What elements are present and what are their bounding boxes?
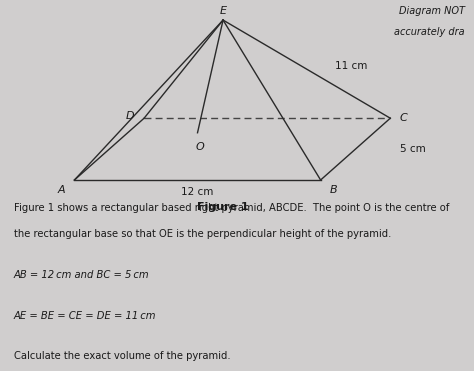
Text: AB = 12 cm and BC = 5 cm: AB = 12 cm and BC = 5 cm — [14, 270, 150, 280]
Text: 11 cm: 11 cm — [335, 60, 367, 70]
Text: the rectangular base so that OE is the perpendicular height of the pyramid.: the rectangular base so that OE is the p… — [14, 230, 392, 239]
Text: Figure 1 shows a rectangular based right pyramid, ABCDE.  The point O is the cen: Figure 1 shows a rectangular based right… — [14, 203, 449, 213]
Text: B: B — [330, 186, 337, 196]
Text: 12 cm: 12 cm — [182, 187, 214, 197]
Text: E: E — [219, 6, 227, 16]
Text: 5 cm: 5 cm — [400, 144, 425, 154]
Text: C: C — [400, 113, 407, 123]
Text: AE = BE = CE = DE = 11 cm: AE = BE = CE = DE = 11 cm — [14, 311, 156, 321]
Text: D: D — [126, 111, 135, 121]
Text: Calculate the exact volume of the pyramid.: Calculate the exact volume of the pyrami… — [14, 351, 231, 361]
Text: A: A — [57, 186, 65, 196]
Text: Figure 1: Figure 1 — [197, 202, 249, 212]
Text: accurately dra: accurately dra — [394, 27, 465, 37]
Text: O: O — [195, 142, 204, 152]
Text: Diagram NOT: Diagram NOT — [399, 6, 465, 16]
